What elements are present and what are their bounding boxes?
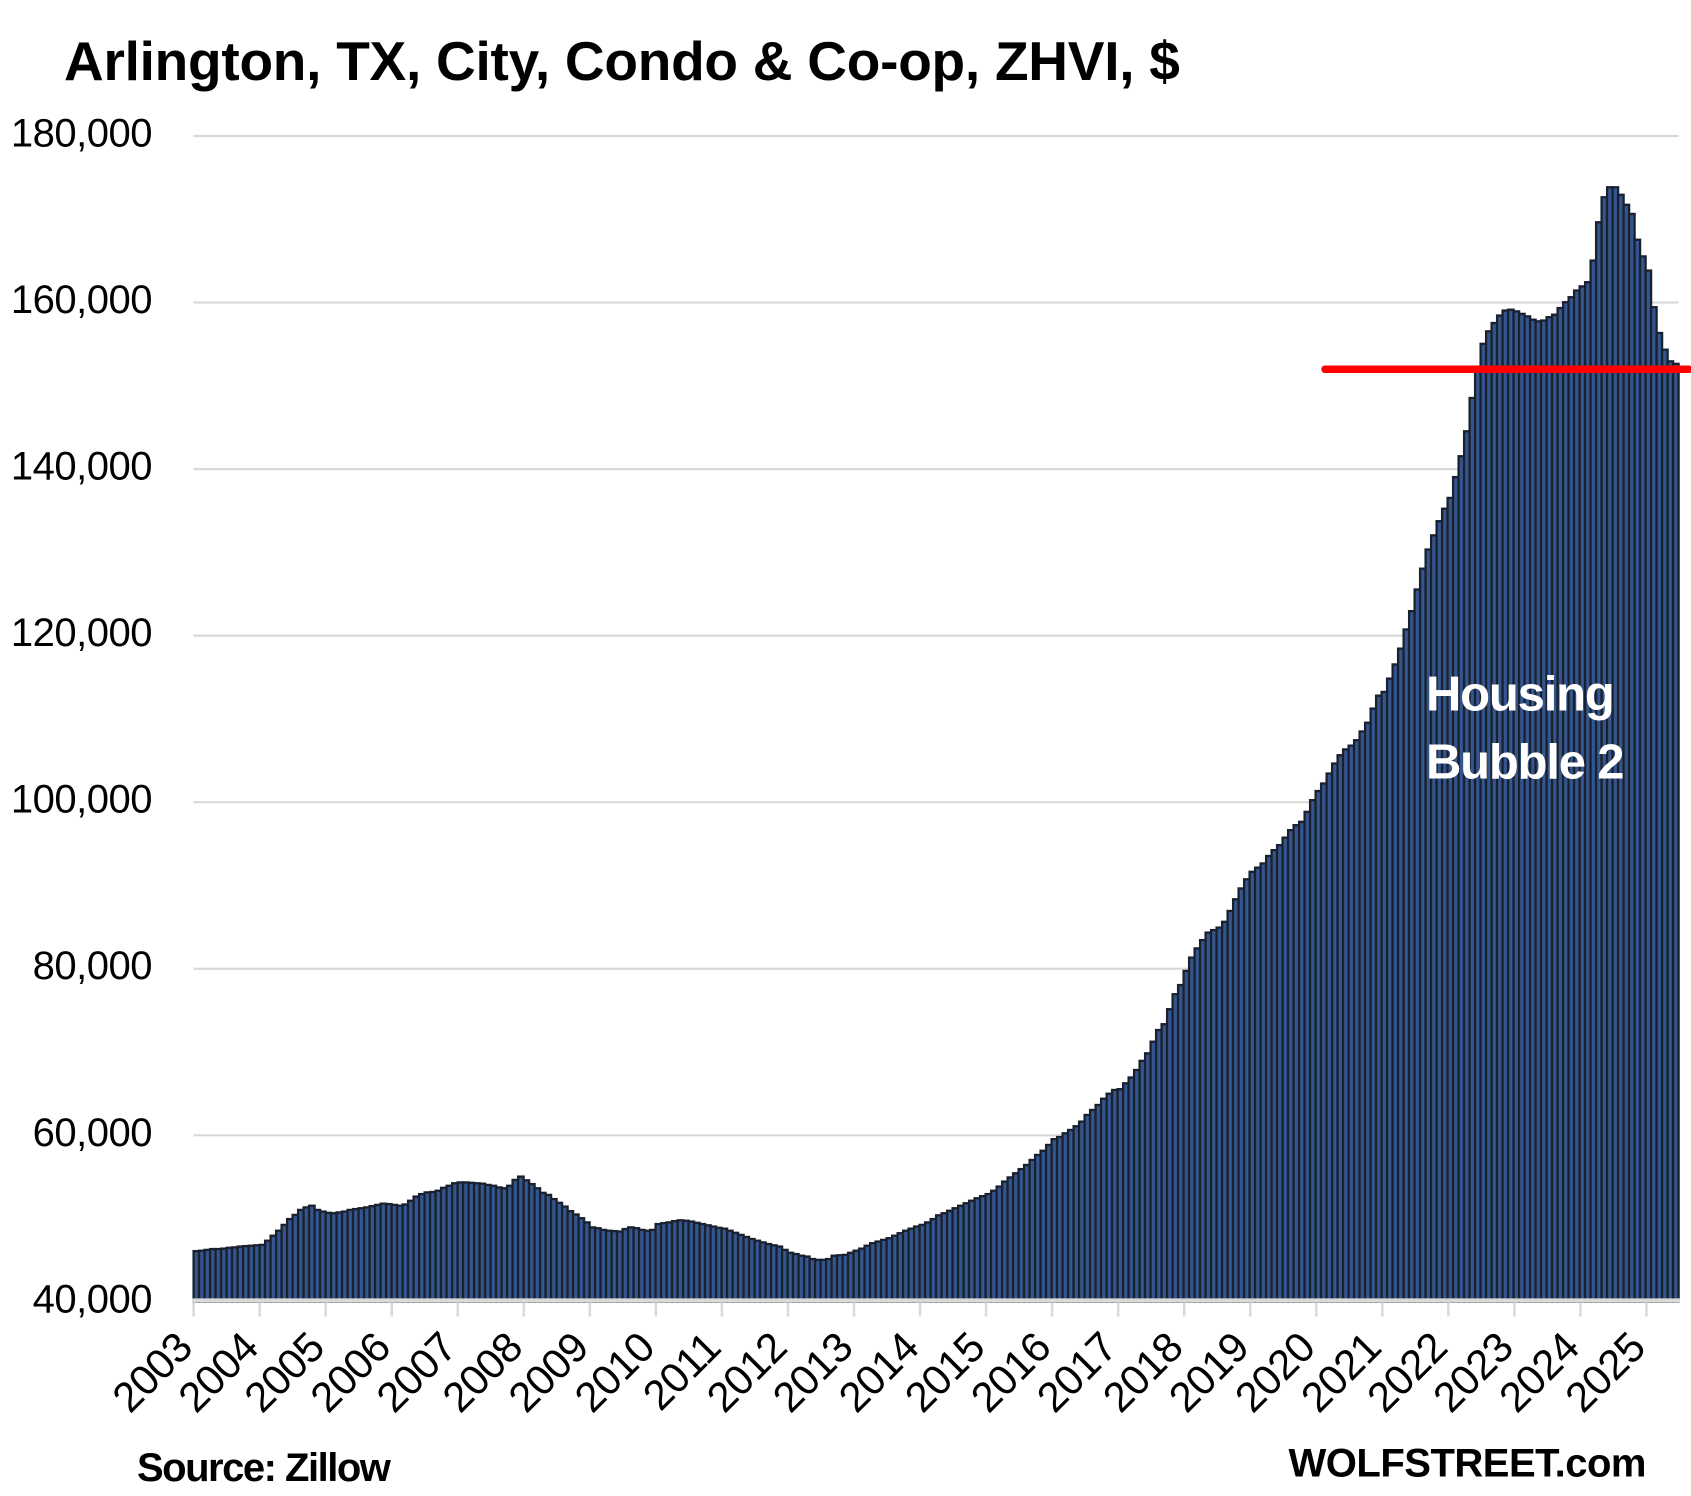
svg-text:Bubble 2: Bubble 2 [1426,736,1623,790]
svg-text:WOLFSTREET.com: WOLFSTREET.com [1289,1442,1646,1486]
svg-text:180,000: 180,000 [11,112,152,156]
svg-text:40,000: 40,000 [33,1277,152,1321]
svg-text:Housing: Housing [1426,668,1614,722]
svg-text:100,000: 100,000 [11,778,152,822]
svg-text:Arlington, TX, City, Condo & C: Arlington, TX, City, Condo & Co-op, ZHVI… [64,30,1180,92]
svg-text:80,000: 80,000 [33,944,152,988]
svg-text:120,000: 120,000 [11,611,152,655]
svg-text:140,000: 140,000 [11,445,152,489]
svg-text:60,000: 60,000 [33,1111,152,1155]
svg-text:Source: Zillow: Source: Zillow [137,1446,392,1490]
svg-text:160,000: 160,000 [11,278,152,322]
